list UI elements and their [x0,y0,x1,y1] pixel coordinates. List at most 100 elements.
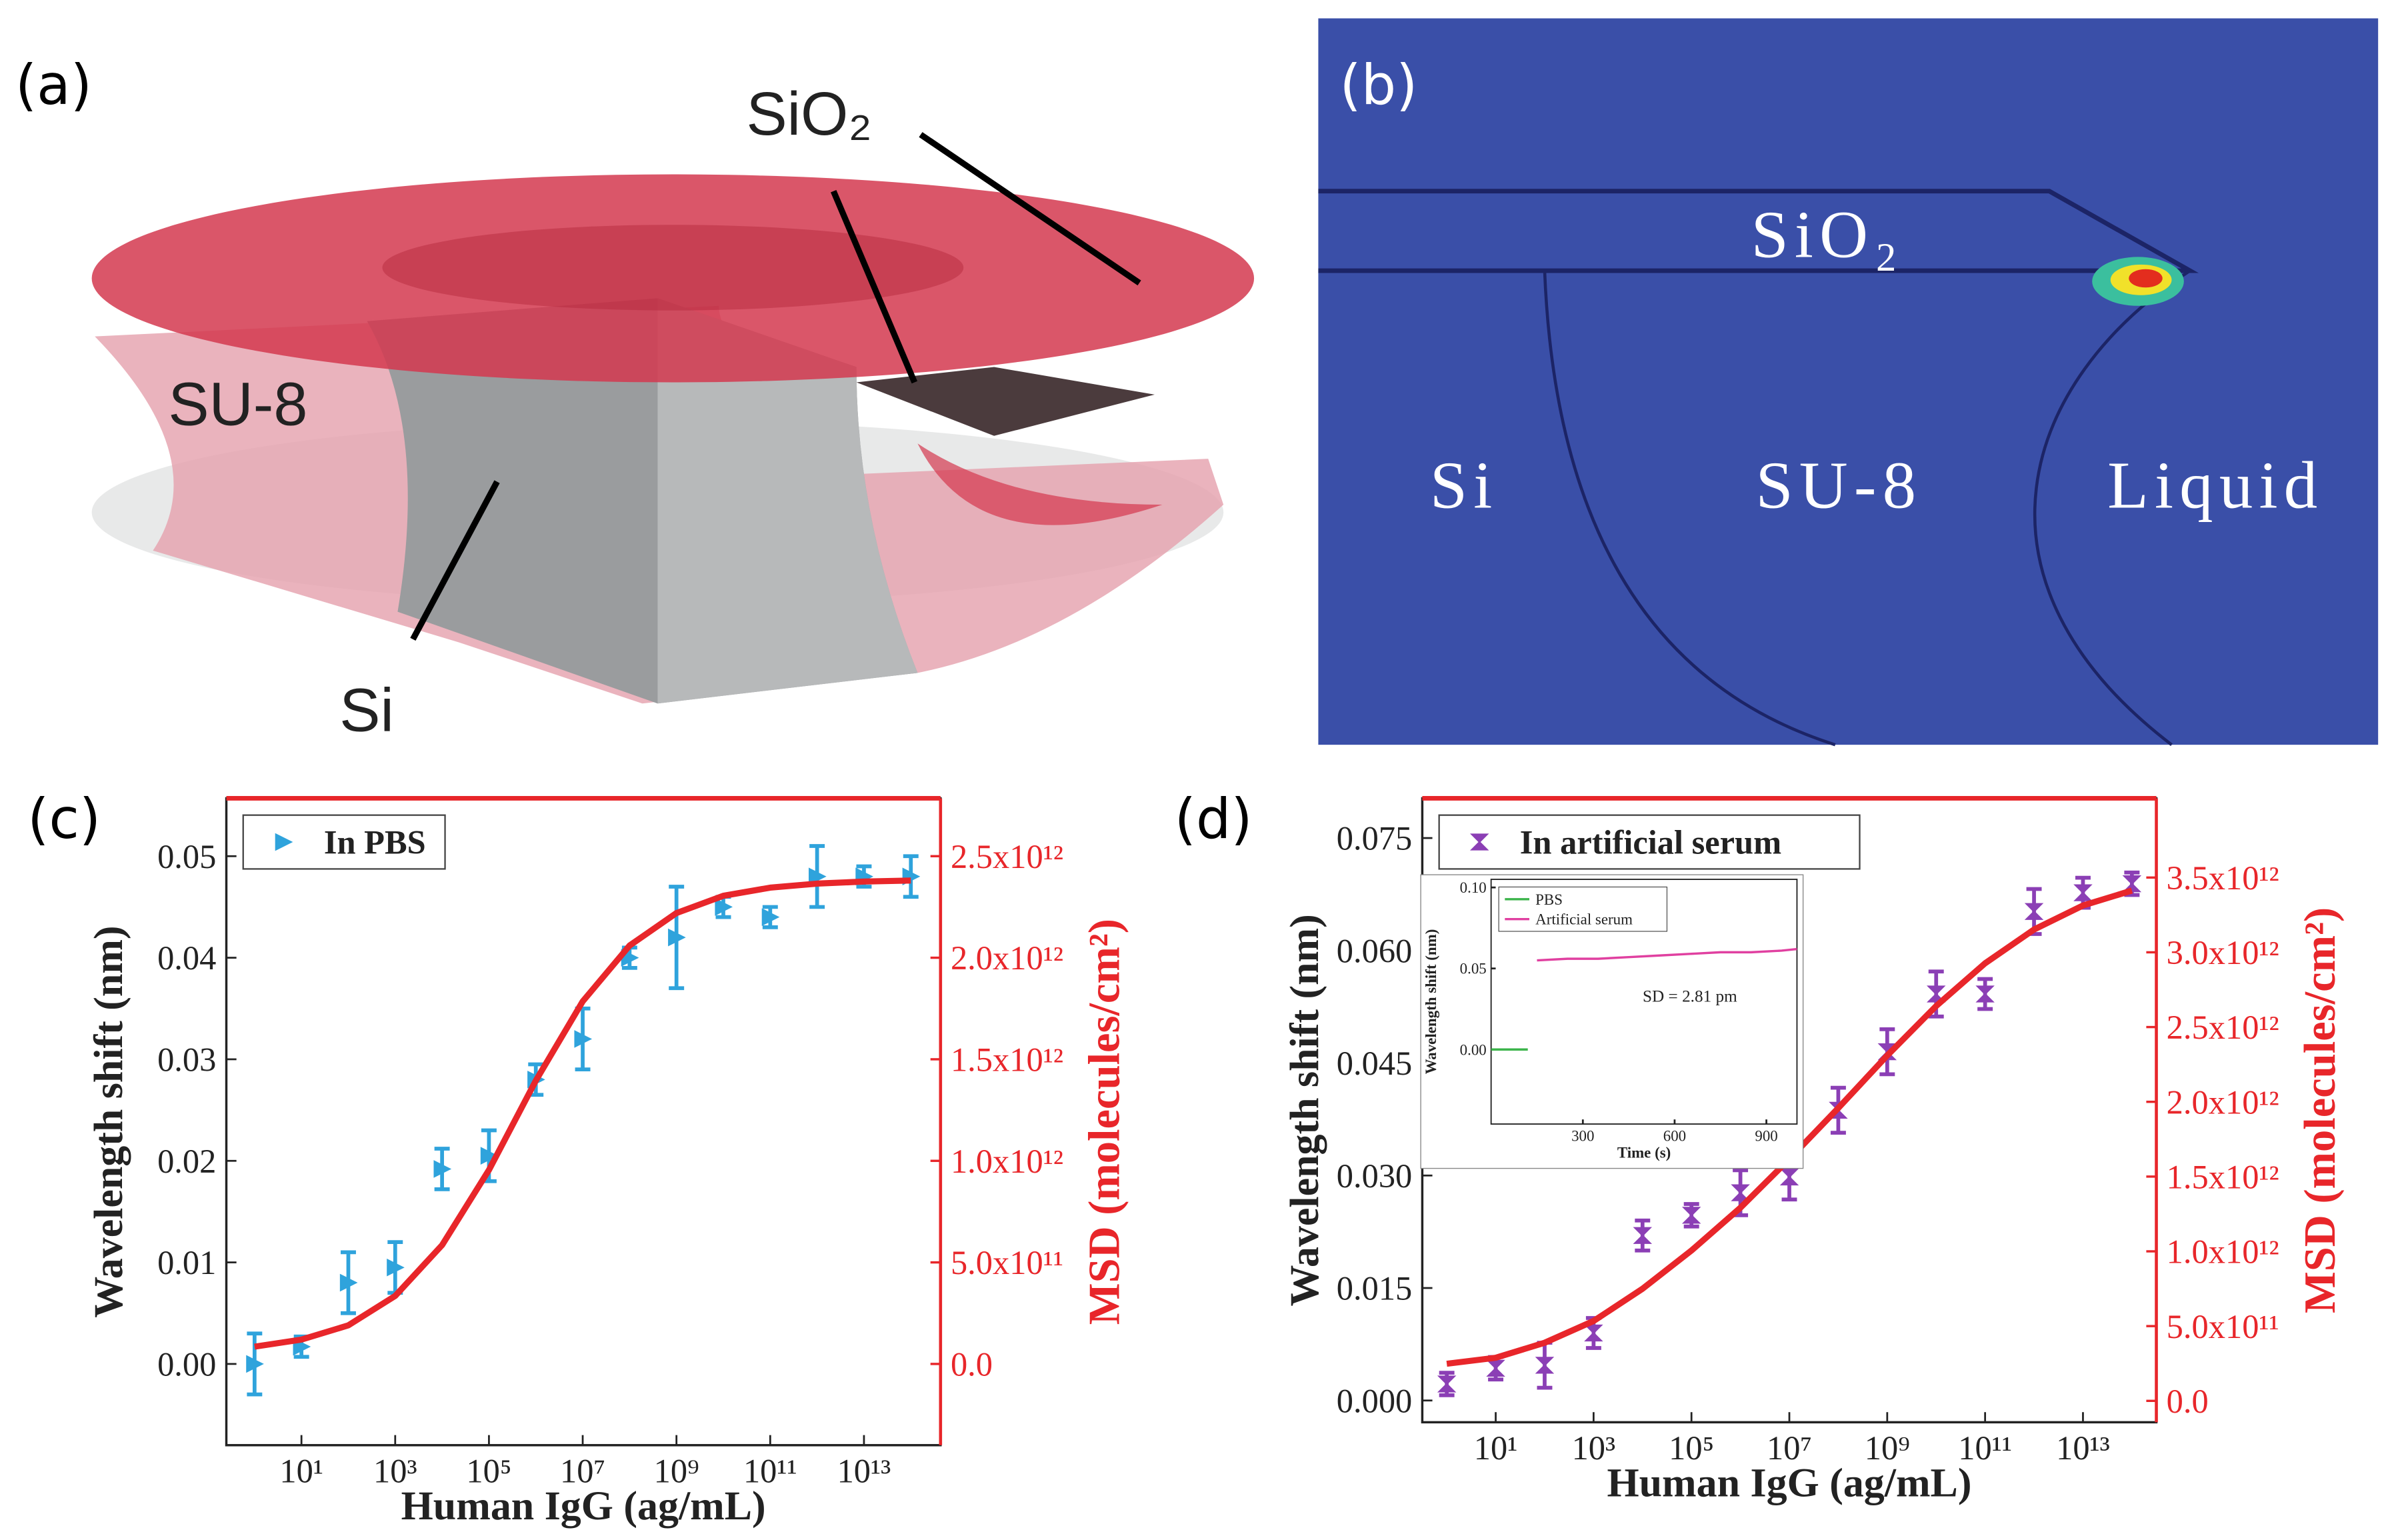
marker [1779,1168,1799,1186]
y-tick-label: 0.030 [1337,1157,1413,1195]
x-tick-label: 10¹¹ [1958,1429,2012,1467]
legend-label: PBS [1535,891,1563,908]
marker [715,898,733,916]
marker [2024,903,2044,920]
legend-box [1438,814,1861,870]
x-tick-label: 10⁹ [654,1452,699,1489]
x-tick-label: 900 [1755,1127,1777,1144]
y-tick-label: 0.05 [157,838,216,875]
x-tick-label: 600 [1663,1127,1686,1144]
si-face [657,298,918,704]
si-boundary [1543,270,1836,747]
label-su8: SU-8 [1756,448,1923,523]
y-tick-label: 0.10 [1460,879,1487,896]
annotation: SD = 2.81 pm [1643,988,1737,1006]
x-tick-label: 10⁹ [1865,1429,1910,1467]
su8-inner [382,225,964,311]
x-tick-label: 10⁷ [560,1452,605,1489]
x-tick-label: 10¹³ [837,1452,891,1489]
series-line [254,877,911,1350]
x-tick-label: 10¹³ [2056,1429,2110,1467]
y-axis-label: Wavelength shift (nm) [1282,914,1327,1306]
marker [480,1147,499,1165]
y2-axis-label: MSD (molecules/cm²) [1080,919,1129,1325]
x-tick-label: 300 [1571,1127,1594,1144]
marker [668,928,686,947]
x-axis-label: Human IgG (ag/mL) [1607,1460,1971,1505]
x-tick-label: 10³ [1572,1429,1616,1467]
y-axis-label: Wavelength shift (nm) [1423,929,1439,1075]
su8-ring [917,443,1163,525]
marker [1975,985,1995,1003]
y-tick-label: 0.04 [157,939,216,977]
y-tick-label: 0.015 [1337,1270,1413,1307]
leader-line [831,189,918,384]
panel-label: (d) [1175,787,1253,851]
marker [2073,884,2093,901]
marker [1469,833,1489,851]
panel-label: (a) [15,53,92,117]
y2-tick-label: 1.0x10¹² [951,1143,1063,1180]
marker [1584,1324,1603,1342]
marker [1437,1375,1457,1393]
leader-line [410,480,500,641]
y2-tick-label: 5.0x10¹¹ [2167,1308,2279,1345]
y2-tick-label: 3.0x10¹² [2167,934,2279,971]
y-tick-label: 0.01 [157,1244,216,1281]
marker [1633,1227,1653,1244]
x-axis-label: Time (s) [1617,1145,1671,1161]
panel-label: (c) [27,787,101,851]
marker [387,1258,405,1277]
marker [339,1273,358,1292]
y-tick-label: 0.00 [1460,1041,1487,1058]
y-tick-label: 0.000 [1337,1382,1413,1419]
label-si: Si [339,677,394,745]
legend-label: Artificial serum [1535,911,1633,928]
marker [275,833,293,851]
label-su8: SU-8 [168,371,307,439]
x-tick-label: 10³ [373,1452,417,1489]
y2-tick-label: 3.5x10¹² [2167,859,2279,897]
plot-frame [225,797,942,1447]
y-tick-label: 0.05 [1460,961,1487,977]
marker [1486,1359,1505,1377]
y2-tick-label: 2.5x10¹² [951,838,1063,875]
y2-tick-label: 2.0x10¹² [2167,1083,2279,1121]
panel-b: (b) SiO₂ Si SU-8 Liquid [1318,18,2379,747]
label-si: Si [1430,448,1499,523]
label-liquid: Liquid [2107,448,2323,523]
y-tick-label: 0.060 [1337,932,1413,969]
sio2-layer [856,367,1155,436]
waveguide-outline [1318,189,2199,273]
y2-tick-label: 2.5x10¹² [2167,1009,2279,1046]
y2-tick-label: 1.0x10¹² [2167,1233,2279,1271]
y2-tick-label: 1.5x10¹² [951,1041,1063,1079]
label-sio2: SiO₂ [746,80,872,148]
marker [1535,1357,1555,1374]
y-tick-label: 0.03 [157,1041,216,1079]
y-axis-label: Wavelength shift (nm) [86,925,131,1317]
y2-tick-label: 2.0x10¹² [951,939,1063,977]
y-tick-label: 0.075 [1337,820,1413,857]
series-line [1537,947,1797,962]
x-axis-label: Human IgG (ag/mL) [401,1483,766,1529]
panel-a: (a) SiO₂ SU-8 Si [15,53,1255,745]
simulation-background [1318,18,2379,745]
marker [809,867,827,886]
x-tick-label: 10¹¹ [743,1452,797,1489]
marker [433,1160,452,1178]
y2-axis-label: MSD (molecules/cm²) [2296,907,2345,1313]
panel-label: (b) [1340,53,1418,117]
y2-tick-label: 5.0x10¹¹ [951,1244,1063,1281]
legend-label: In artificial serum [1520,824,1781,861]
x-tick-label: 10⁵ [466,1452,511,1489]
liquid-boundary [2033,269,2191,746]
marker [1926,985,1946,1003]
label-sio2: SiO₂ [1751,197,1904,271]
x-tick-label: 10¹ [1474,1429,1518,1467]
marker [1731,1184,1750,1201]
plot-frame [1490,879,1798,1125]
x-tick-label: 10⁵ [1669,1429,1714,1467]
x-tick-label: 10¹ [279,1452,323,1489]
